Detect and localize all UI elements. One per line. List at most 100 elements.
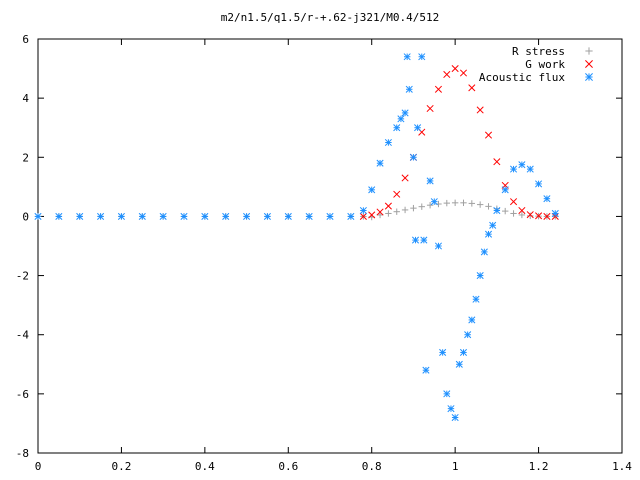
data-point <box>76 212 84 220</box>
data-point <box>509 198 518 206</box>
data-point <box>447 405 455 413</box>
data-point <box>460 199 467 207</box>
legend-entry: Acoustic flux <box>479 71 593 84</box>
data-point <box>459 348 468 357</box>
data-point <box>451 65 459 73</box>
data-point <box>501 186 509 194</box>
data-point <box>459 69 468 77</box>
chart-title: m2/n1.5/q1.5/r-+.62-j321/M0.4/512 <box>221 11 440 24</box>
y-tick-label: -8 <box>16 447 29 460</box>
y-tick-label: 0 <box>22 210 29 223</box>
data-point <box>243 212 251 220</box>
data-point <box>526 211 534 219</box>
data-point <box>484 230 493 238</box>
data-point <box>551 209 559 218</box>
legend-label: Acoustic flux <box>479 71 565 84</box>
axes: 0 0.2 0.4 0.6 0.8 1 1.2 1.4 -8 -6 -4 -2 0 2 4 6 <box>16 33 633 473</box>
x-tick-label: 0.2 <box>111 460 131 473</box>
x-tick-label: 0.4 <box>195 460 215 473</box>
data-point <box>502 207 509 215</box>
y-tick-label: 2 <box>22 151 29 164</box>
data-point <box>55 212 63 220</box>
data-point <box>535 180 543 188</box>
data-point <box>455 360 463 368</box>
legend-marker <box>585 73 593 81</box>
data-point <box>201 212 209 220</box>
series-layer <box>34 53 559 422</box>
data-point <box>493 206 501 215</box>
x-tick-label: 0 <box>35 460 42 473</box>
legend-entry: G work <box>525 58 593 71</box>
data-point <box>468 200 476 207</box>
data-point <box>420 236 428 244</box>
data-point <box>385 210 392 217</box>
data-point <box>493 158 501 166</box>
data-point <box>527 212 534 220</box>
data-point <box>430 198 438 206</box>
data-point <box>484 131 493 139</box>
data-point <box>509 165 518 173</box>
data-point <box>518 161 526 169</box>
x-tick-label: 1.2 <box>529 460 549 473</box>
data-point <box>284 212 292 220</box>
plot-frame <box>37 38 623 454</box>
legend-marker <box>585 47 593 55</box>
data-point <box>409 153 417 161</box>
x-tick-label: 0.8 <box>362 460 382 473</box>
data-point <box>468 316 476 324</box>
data-point <box>418 53 426 61</box>
series-g-work <box>359 65 559 220</box>
data-point <box>393 208 400 215</box>
y-tick-label: 4 <box>22 92 29 105</box>
data-point <box>464 331 472 339</box>
y-tick-label: -4 <box>16 329 30 342</box>
data-point <box>476 106 484 114</box>
data-point <box>405 85 413 93</box>
series-r-stress <box>34 199 559 221</box>
data-point <box>434 242 443 250</box>
data-point <box>472 295 480 303</box>
data-point <box>518 211 526 219</box>
data-point <box>443 70 451 79</box>
y-tick-label: -2 <box>16 270 29 283</box>
data-point <box>410 204 417 212</box>
data-point <box>359 206 367 215</box>
series-acoustic-flux <box>34 53 559 422</box>
y-tick-label: 6 <box>22 33 29 46</box>
legend-label: R stress <box>512 45 565 58</box>
data-point <box>489 221 497 229</box>
data-point <box>376 208 384 216</box>
data-point <box>418 203 425 210</box>
data-point <box>543 195 551 203</box>
data-point <box>476 201 484 208</box>
data-point <box>393 190 401 198</box>
data-point <box>359 212 367 220</box>
data-point <box>414 124 422 132</box>
data-point <box>368 211 376 219</box>
data-point <box>393 124 401 132</box>
data-point <box>422 366 430 374</box>
data-point <box>305 212 313 220</box>
data-point <box>434 85 443 93</box>
data-point <box>403 53 411 61</box>
data-point <box>376 159 384 167</box>
data-point <box>117 212 125 220</box>
data-point <box>263 212 271 220</box>
y-tick-label: -6 <box>16 388 29 401</box>
data-point <box>326 212 334 220</box>
x-tick-label: 0.6 <box>278 460 298 473</box>
data-point <box>526 165 534 173</box>
x-tick-label: 1.4 <box>612 460 632 473</box>
data-point <box>426 104 434 113</box>
data-point <box>384 138 392 147</box>
legend-entry: R stress <box>512 45 593 58</box>
data-point <box>222 212 230 220</box>
data-point <box>451 413 459 422</box>
data-point <box>426 177 434 185</box>
data-point <box>535 212 543 220</box>
data-point <box>518 206 526 215</box>
data-point <box>397 115 405 123</box>
data-point <box>480 248 488 256</box>
